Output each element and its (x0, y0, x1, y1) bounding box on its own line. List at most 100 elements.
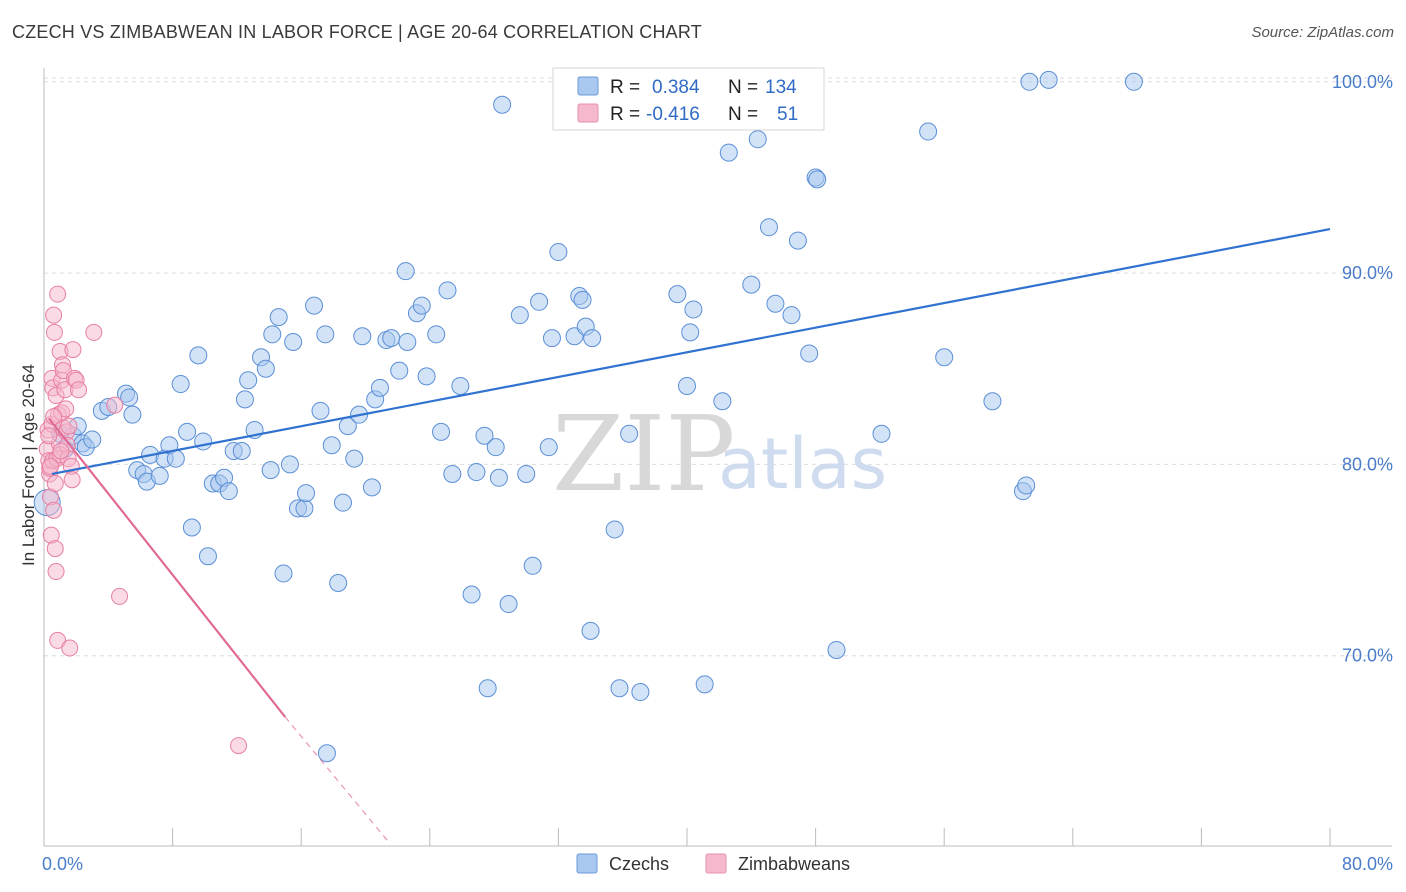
watermark-zip: ZIP (552, 393, 735, 515)
x-tick-label-max: 80.0% (1342, 854, 1393, 874)
legend-czech-n-label: N = (728, 77, 758, 98)
czech-point (235, 390, 254, 409)
czech-point (219, 482, 238, 501)
czech-point (316, 325, 335, 344)
y-tick-label: 80.0% (1342, 454, 1393, 474)
zimbabwean-point (63, 471, 81, 489)
czech-point (827, 640, 846, 659)
czech-point (788, 231, 807, 250)
czech-point (510, 306, 529, 325)
czech-point (311, 401, 330, 420)
czech-point (478, 679, 497, 698)
czech-point (362, 478, 381, 497)
x-tick-labels: 0.0% 80.0% (42, 854, 1393, 874)
czech-point (919, 122, 938, 141)
czech-point (417, 367, 436, 386)
zimbabwean-point (106, 396, 124, 414)
czech-point (297, 484, 316, 503)
bottom-legend-czech-swatch (576, 853, 598, 874)
czech-point (493, 95, 512, 114)
czech-point (1124, 72, 1143, 91)
czech-point (742, 275, 761, 294)
legend-zimb-n-label: N = (728, 104, 758, 125)
czech-point (198, 547, 217, 566)
czech-point (333, 493, 352, 512)
czech-point (305, 296, 324, 315)
czech-point (194, 432, 213, 451)
grid-lines (44, 77, 1392, 657)
czech-point (263, 325, 282, 344)
czech-point (396, 262, 415, 281)
czech-point (123, 405, 142, 424)
chart-title: CZECH VS ZIMBABWEAN IN LABOR FORCE | AGE… (12, 22, 702, 42)
czech-point (353, 327, 372, 346)
zimbabwean-point (111, 587, 129, 605)
zimbabwean-point (52, 442, 70, 460)
czech-point (620, 424, 639, 443)
czech-point (499, 595, 518, 614)
czech-point (539, 438, 558, 457)
czech-point (274, 564, 293, 583)
bottom-legend-zimb-label: Zimbabweans (738, 854, 850, 874)
czech-point (489, 468, 508, 487)
y-tick-label: 70.0% (1342, 646, 1393, 666)
czech-point (427, 325, 446, 344)
zimbabwean-point (61, 639, 79, 657)
czech-point (800, 344, 819, 363)
zimbabwean-point (41, 457, 59, 475)
czech-point (1039, 70, 1058, 89)
czech-point (681, 323, 700, 342)
czech-point (872, 424, 891, 443)
czech-point (1020, 72, 1039, 91)
czech-point (295, 499, 314, 518)
czech-point (782, 306, 801, 325)
zimbabwean-point (45, 306, 63, 324)
czech-point (486, 438, 505, 457)
y-tick-label: 100.0% (1332, 72, 1393, 92)
czech-point (475, 426, 494, 445)
czech-point (443, 464, 462, 483)
czech-point (438, 281, 457, 300)
zimbabwean-point (49, 285, 67, 303)
czech-point (668, 285, 687, 304)
legend-zimb-n-value: 51 (777, 104, 798, 125)
czech-point (390, 361, 409, 380)
czech-point (935, 348, 954, 367)
czech-trend-line (51, 228, 1331, 476)
czech-point (120, 388, 139, 407)
zimbabwean-point (47, 563, 65, 581)
y-axis-label: In Labor Force | Age 20-64 (19, 364, 38, 566)
zimbabwean-point (45, 408, 63, 426)
zimbabwean-point (57, 400, 75, 418)
czech-point (467, 463, 486, 482)
czech-point (232, 442, 251, 461)
czech-point (542, 329, 561, 348)
zimbabwean-point (70, 381, 88, 399)
czech-point (432, 422, 451, 441)
czech-point (530, 292, 549, 311)
czech-point (573, 290, 592, 309)
zimbabwean-points (38, 285, 248, 755)
czech-point (766, 294, 785, 313)
zimbabwean-point (45, 323, 63, 341)
czech-point (83, 430, 102, 449)
series-legend: Czechs Zimbabweans (576, 853, 850, 874)
czech-point (759, 218, 778, 237)
czech-point (412, 296, 431, 315)
czech-point (370, 378, 389, 397)
bottom-legend-czech-label: Czechs (609, 854, 669, 874)
czech-point (808, 170, 827, 189)
czech-point (171, 375, 190, 394)
czech-point (549, 243, 568, 262)
czech-point (462, 585, 481, 604)
y-tick-label: 90.0% (1342, 263, 1393, 283)
watermark-atlas: atlas (718, 423, 887, 505)
czech-point (605, 520, 624, 539)
czech-point (398, 332, 417, 351)
zimbabwean-point (40, 427, 58, 445)
czech-point (983, 392, 1002, 411)
zimbabwean-point (45, 501, 63, 519)
czech-point (239, 371, 258, 390)
czech-point (713, 392, 732, 411)
